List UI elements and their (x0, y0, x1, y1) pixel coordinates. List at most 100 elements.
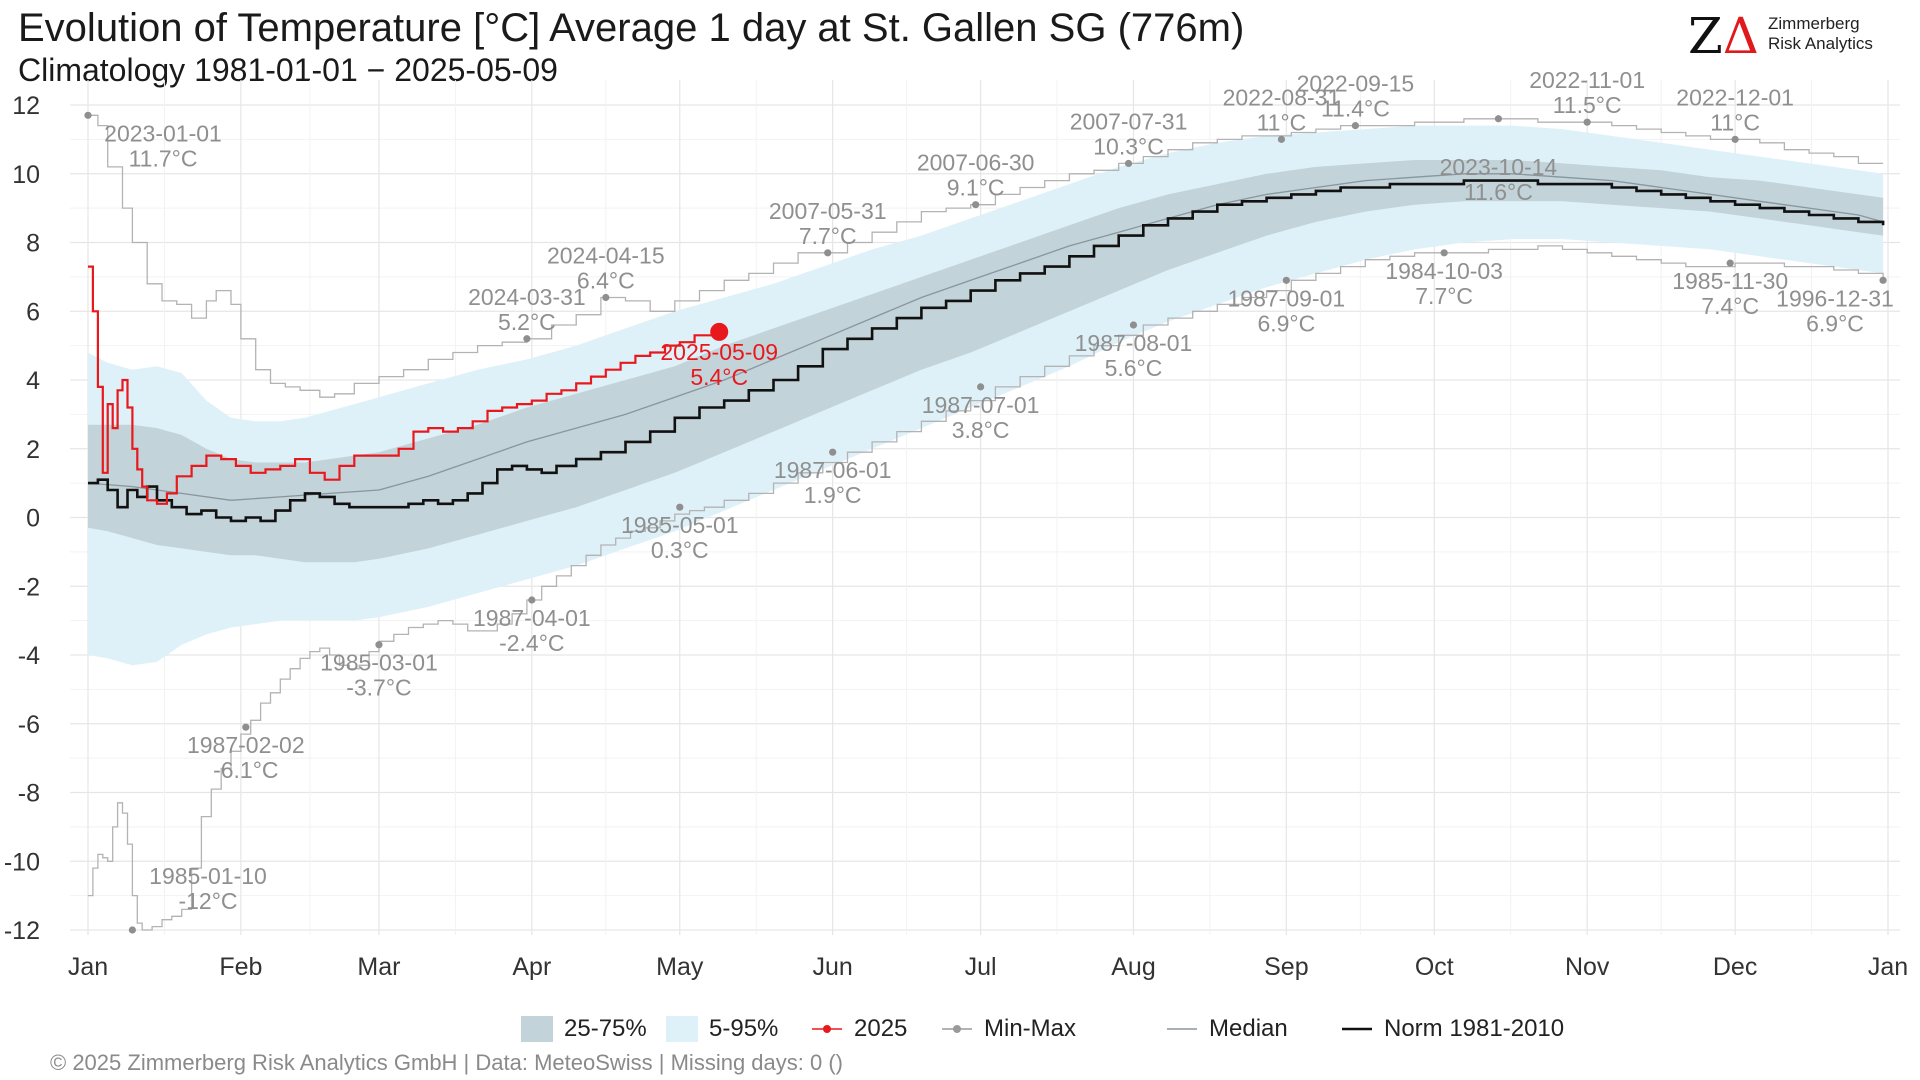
legend-item: Median (1165, 1012, 1288, 1046)
axis-tick-labels: -12 -10 -8 -6 -4 -2 0 2 4 6 8 10 12 Jan Feb Mar Apr May Ju… (4, 92, 1908, 981)
annotation-value: 7.7°C (799, 223, 857, 249)
annotation-date: 2025-05-09 (660, 339, 778, 365)
legend-key (1167, 1028, 1197, 1030)
min-point (128, 926, 136, 934)
series-line-max (88, 114, 1884, 398)
annotation-date: 1987-04-01 (473, 605, 591, 631)
annotation-value: -3.7°C (346, 675, 411, 701)
min-point (375, 641, 383, 649)
annotation-date: 1996-12-31 (1776, 285, 1894, 311)
legend-item: Norm 1981-2010 (1340, 1012, 1564, 1046)
annotation-date: 2023-10-14 (1440, 154, 1558, 180)
max-point (1351, 122, 1359, 130)
x-tick-label: Sep (1264, 953, 1308, 981)
annotation-value: -2.4°C (499, 630, 564, 656)
legend-label: Norm 1981-2010 (1384, 1015, 1565, 1042)
min-point (1282, 276, 1290, 284)
legend-key (521, 1016, 553, 1042)
annotation-date: 1987-02-02 (187, 732, 305, 758)
y-tick-label: 10 (12, 161, 40, 189)
min-point (977, 383, 985, 391)
logo-name-line2: Risk Analytics (1768, 34, 1873, 53)
x-tick-label: Jul (965, 953, 997, 981)
y-tick-label: 12 (12, 92, 40, 120)
annotation-value: 6.4°C (577, 268, 635, 294)
series-line-min (88, 245, 1884, 931)
annotation-date: 2007-05-31 (769, 198, 887, 224)
max-point (602, 293, 610, 302)
annotation-value: 9.1°C (947, 175, 1005, 201)
legend-label: 25-75% (564, 1015, 647, 1042)
legend-label: 2025 (854, 1015, 908, 1042)
percentile-bands (88, 125, 1884, 666)
x-tick-label: Apr (512, 953, 551, 981)
annotation-value: 7.7°C (1415, 283, 1473, 309)
annotation-date: 2022-11-01 (1529, 67, 1645, 93)
annotation-date: 1985-03-01 (320, 650, 438, 676)
max-point (1494, 115, 1503, 123)
min-point (1129, 321, 1138, 329)
annotation-value: 11°C (1710, 109, 1760, 135)
annotation-date: 1984-10-03 (1385, 258, 1503, 284)
min-point (829, 448, 837, 456)
annotation-value: 5.4°C (690, 364, 748, 390)
x-tick-label: May (656, 953, 704, 981)
x-tick-label: Aug (1111, 953, 1155, 981)
x-tick-label: Jun (813, 953, 853, 981)
annotation-date: 2022-09-15 (1297, 71, 1415, 97)
company-logo: ZΔ Zimmerberg Risk Analytics (1688, 7, 1898, 65)
annotation-value: 11.6°C (1464, 179, 1533, 205)
legend-label: 5-95% (709, 1015, 779, 1042)
y-tick-label: -8 (18, 780, 40, 808)
series-line-median (87, 173, 1884, 501)
annotation-date: 2022-08-31 (1223, 84, 1341, 110)
max-point (1583, 118, 1591, 126)
chart-title: Evolution of Temperature [°C] Average 1 … (18, 6, 1245, 50)
min-point (242, 723, 250, 731)
annotation-date: 1987-06-01 (774, 457, 892, 483)
y-tick-label: -10 (4, 848, 40, 876)
x-tick-label: Feb (219, 953, 262, 981)
annotation-value: -6.1°C (213, 757, 278, 783)
max-point (1124, 159, 1133, 168)
max-point (972, 201, 980, 209)
logo-name-line1: Zimmerberg (1768, 14, 1860, 33)
legend-label: Min-Max (984, 1015, 1077, 1042)
annotation-value: 10.3°C (1093, 133, 1164, 159)
series-line-norm-1981-2010 (88, 179, 1885, 523)
logo-mark: ZΔ (1688, 7, 1759, 65)
annotation-date: 2024-03-31 (468, 284, 586, 310)
band-5-95pct (88, 125, 1884, 666)
max-point (84, 111, 92, 119)
x-tick-label: Jan (1868, 953, 1908, 981)
min-point (1879, 276, 1887, 284)
legend-item: Min-Max (940, 1012, 1076, 1046)
legend-key (1342, 1027, 1372, 1031)
annotation-date: 1985-01-10 (149, 863, 267, 889)
legend-key (812, 1025, 842, 1033)
series-lines (87, 114, 1885, 931)
logo-name: Zimmerberg Risk Analytics (1768, 14, 1873, 54)
annotation-value: 11.7°C (129, 145, 198, 171)
annotation-value: 11.5°C (1553, 92, 1622, 118)
legend-label: Median (1209, 1015, 1288, 1042)
annotation-date: 1987-09-01 (1228, 285, 1346, 311)
y-tick-label: 6 (26, 298, 40, 326)
annotation-date: 2007-07-31 (1070, 108, 1188, 134)
x-tick-label: Mar (357, 953, 400, 981)
annotation-value: 5.6°C (1105, 355, 1163, 381)
legend-item: 5-95% (665, 1012, 778, 1046)
legend-item: 2025 (810, 1012, 907, 1046)
y-tick-label: 2 (26, 436, 40, 464)
annotation-value: 6.9°C (1257, 310, 1315, 336)
legend-key (666, 1016, 698, 1042)
annotation-date: 1987-07-01 (922, 392, 1040, 418)
annotation-date: 2023-01-01 (104, 120, 222, 146)
y-tick-label: -2 (18, 573, 40, 601)
annotation-value: 11°C (1257, 109, 1307, 135)
annotation-date: 2007-06-30 (917, 150, 1035, 176)
max-point (1731, 135, 1739, 143)
annotation-value: 7.4°C (1701, 293, 1759, 319)
x-tick-label: Jan (68, 953, 108, 981)
